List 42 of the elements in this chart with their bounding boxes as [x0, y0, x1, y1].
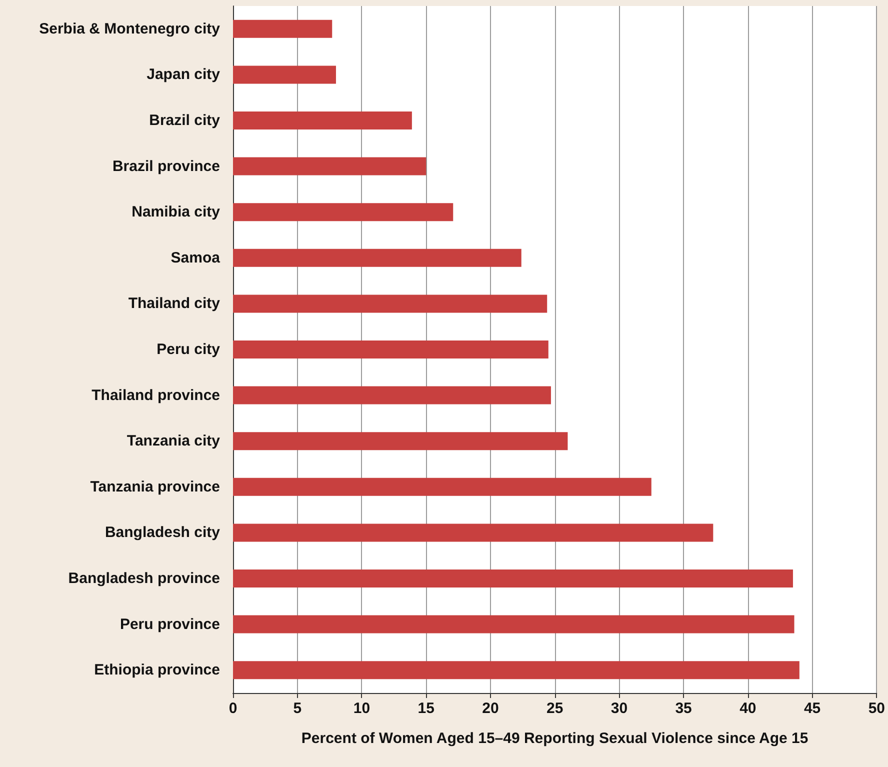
y-tick-label: Brazil city — [149, 112, 221, 129]
x-tick-label: 35 — [675, 700, 692, 717]
bar — [233, 432, 568, 450]
bar — [233, 615, 794, 634]
bar — [233, 661, 800, 680]
bar — [233, 66, 336, 84]
y-tick-label: Japan city — [146, 66, 221, 84]
y-tick-label: Tanzania city — [126, 432, 221, 450]
x-axis-title: Percent of Women Aged 15–49 Reporting Sexual Violence since Age 15 — [301, 730, 808, 747]
x-tick-label: 15 — [418, 700, 434, 717]
y-tick-label: Peru province — [120, 616, 220, 633]
bar — [233, 112, 412, 130]
y-tick-label: Ethiopia province — [94, 662, 220, 679]
bar — [233, 248, 522, 267]
y-tick-label: Samoa — [170, 249, 221, 266]
x-tick-label: 40 — [740, 700, 756, 717]
x-tick-label: 0 — [228, 700, 238, 717]
bar — [233, 294, 548, 313]
x-tick-label: 25 — [546, 700, 564, 717]
y-tick-label: Brazil province — [112, 158, 220, 175]
y-tick-label: Tanzania province — [90, 478, 220, 496]
bar — [233, 203, 454, 222]
y-tick-label: Peru city — [156, 341, 221, 358]
bar — [233, 20, 332, 38]
y-tick-label: Thailand city — [128, 295, 221, 312]
x-tick-label: 50 — [868, 700, 885, 717]
bar — [233, 478, 652, 496]
x-tick-label: 20 — [482, 700, 499, 717]
bar — [233, 524, 714, 542]
x-tick-label: 10 — [353, 700, 370, 717]
y-tick-label: Thailand province — [92, 386, 220, 404]
y-tick-label: Bangladesh city — [104, 524, 221, 542]
bar — [233, 570, 793, 588]
bar — [233, 157, 426, 176]
x-tick-label: 5 — [293, 700, 302, 717]
y-tick-label: Bangladesh province — [68, 570, 220, 587]
bar — [233, 340, 548, 358]
y-tick-label: Namibia city — [132, 204, 221, 221]
x-tick-label: 30 — [610, 700, 628, 717]
y-tick-label: Serbia & Montenegro city — [39, 20, 221, 38]
bar — [233, 386, 551, 404]
x-tick-label: 45 — [804, 700, 821, 717]
